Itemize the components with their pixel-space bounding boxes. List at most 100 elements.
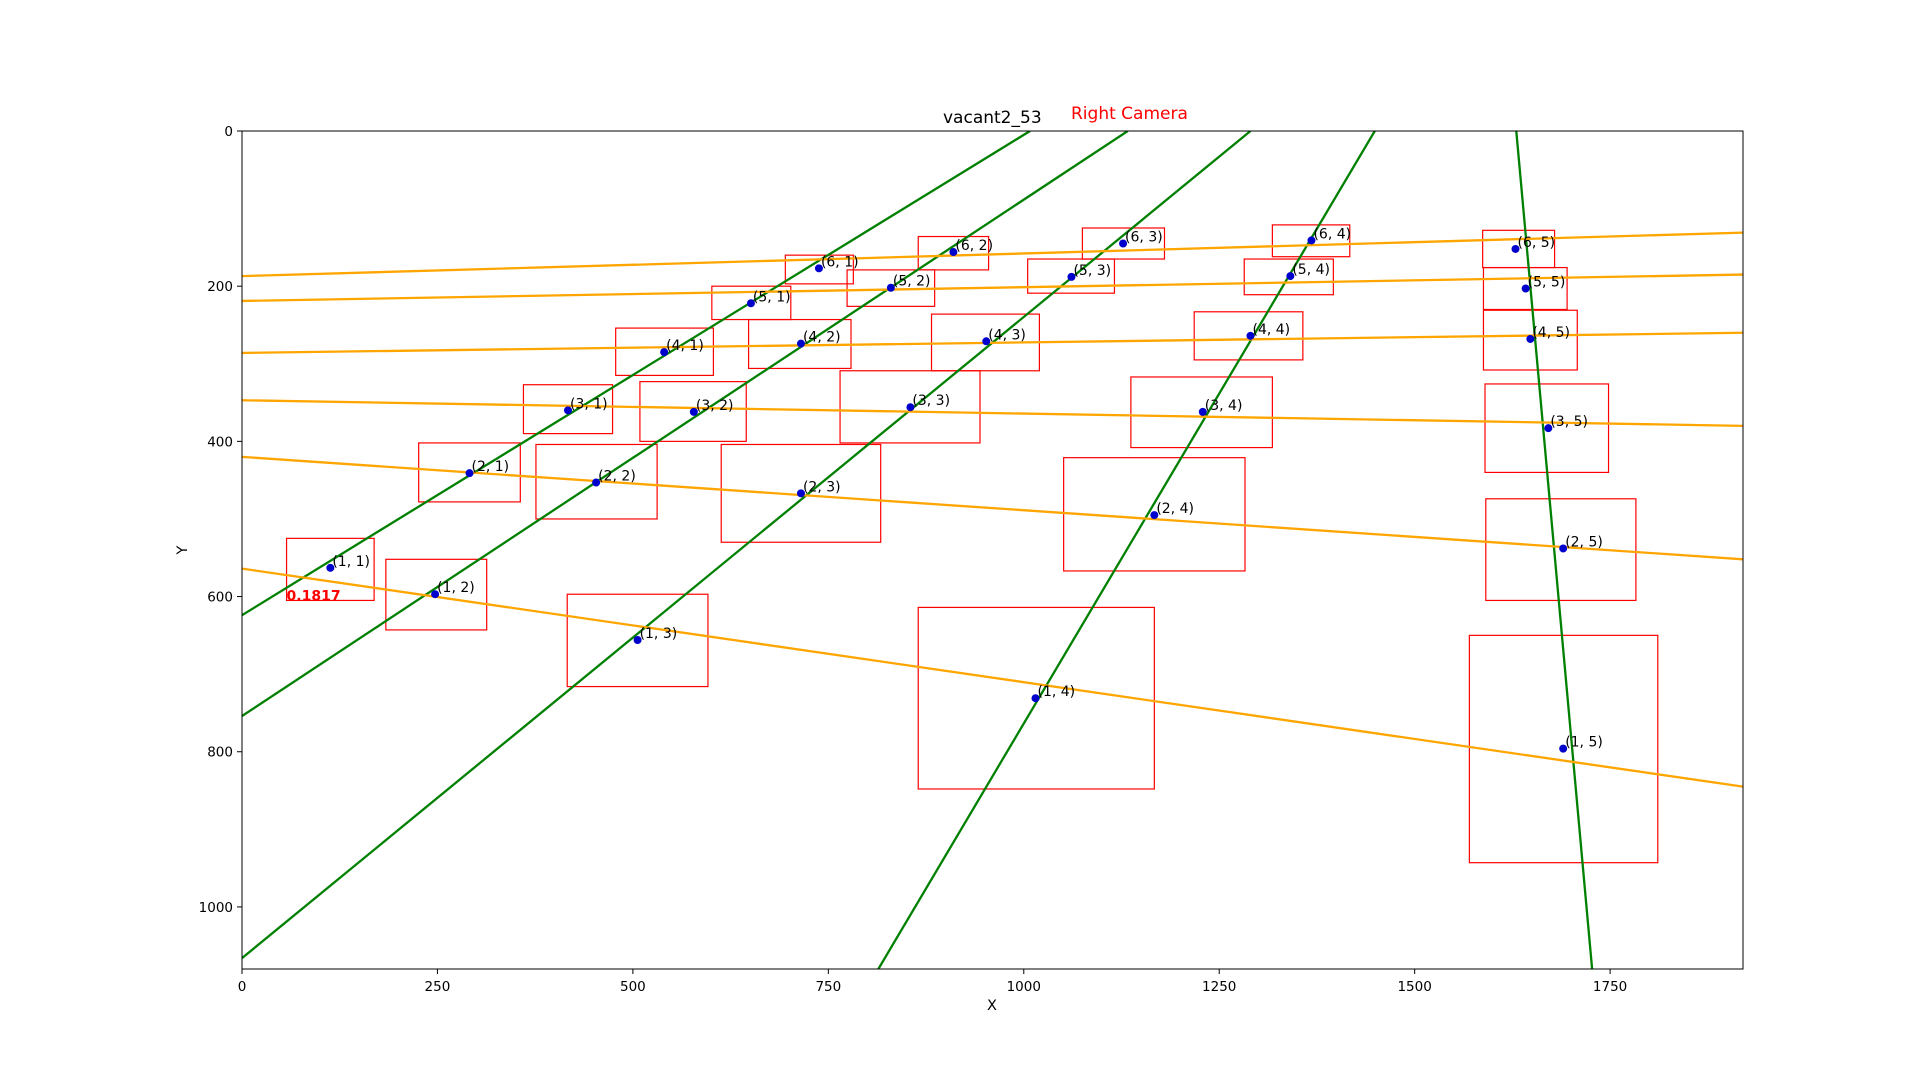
keypoint-label: (2, 1) bbox=[471, 459, 509, 475]
y-tick-label: 800 bbox=[207, 745, 233, 761]
keypoint-label: (1, 2) bbox=[437, 580, 475, 596]
keypoint-label: (5, 4) bbox=[1292, 262, 1330, 278]
bounding-box bbox=[418, 442, 521, 503]
keypoint-marker bbox=[796, 489, 805, 498]
keypoint-marker bbox=[814, 264, 823, 273]
keypoint-label: (3, 4) bbox=[1205, 398, 1243, 414]
bounding-box bbox=[522, 384, 614, 435]
x-tick-label: 750 bbox=[815, 979, 841, 995]
keypoint-marker bbox=[1031, 694, 1040, 703]
keypoint-label: (5, 1) bbox=[753, 289, 791, 305]
bounding-box bbox=[1482, 229, 1556, 269]
keypoint-marker bbox=[1526, 334, 1535, 343]
keypoint-label: (6, 2) bbox=[955, 238, 993, 254]
bounding-box bbox=[1027, 258, 1116, 294]
keypoint-marker bbox=[1067, 272, 1076, 281]
keypoint-marker bbox=[1559, 744, 1568, 753]
keypoint-marker bbox=[633, 636, 642, 645]
keypoint-label: (6, 5) bbox=[1518, 235, 1556, 251]
keypoint-marker bbox=[1521, 284, 1530, 293]
keypoint-marker bbox=[886, 283, 895, 292]
keypoint-label: (3, 3) bbox=[912, 393, 950, 409]
bounding-box bbox=[1468, 634, 1659, 864]
bounding-boxes bbox=[285, 224, 1659, 864]
row-line bbox=[242, 273, 1743, 303]
row-line bbox=[242, 399, 1743, 428]
bounding-box bbox=[1243, 258, 1334, 296]
keypoint-label: (2, 3) bbox=[803, 479, 841, 495]
x-tick-label: 1750 bbox=[1593, 979, 1627, 995]
keypoint-label: (2, 4) bbox=[1156, 501, 1194, 517]
bounding-box bbox=[639, 381, 747, 442]
bounding-box bbox=[1081, 227, 1166, 260]
bounding-box bbox=[720, 443, 882, 543]
keypoint-label: (5, 2) bbox=[893, 274, 931, 290]
x-tick-label: 250 bbox=[425, 979, 451, 995]
bounding-box bbox=[285, 537, 375, 602]
plot-area: (1, 1) (1, 2) (1, 3) (1, 4) (1, 5) (2, 1) (2, … bbox=[242, 131, 1743, 969]
bounding-box bbox=[1063, 457, 1246, 572]
point-labels: (1, 1) (1, 2) (1, 3) (1, 4) (1, 5) (2, 1) (2, … bbox=[332, 226, 1602, 750]
y-tick-label: 400 bbox=[207, 434, 233, 450]
y-tick-label: 600 bbox=[207, 590, 233, 606]
bounding-box bbox=[385, 558, 488, 631]
bounding-box bbox=[839, 370, 981, 444]
keypoint-marker bbox=[746, 299, 755, 308]
keypoint-marker bbox=[1150, 511, 1159, 520]
keypoint-marker bbox=[1544, 424, 1553, 433]
bounding-box bbox=[711, 285, 792, 321]
bounding-box bbox=[1271, 224, 1351, 258]
column-line bbox=[242, 131, 1129, 718]
bounding-box bbox=[784, 254, 854, 285]
keypoint-label: (3, 2) bbox=[696, 398, 734, 414]
keypoint-marker bbox=[563, 406, 572, 415]
column-line bbox=[1515, 131, 1594, 969]
keypoint-label: (1, 3) bbox=[640, 626, 678, 642]
keypoint-marker bbox=[796, 339, 805, 348]
score-label: 0.1817 bbox=[287, 588, 341, 604]
keypoint-label: (2, 5) bbox=[1565, 534, 1603, 550]
x-tick-label: 1500 bbox=[1397, 979, 1431, 995]
chart-title: vacant2_53 bbox=[943, 108, 1042, 128]
row-lines bbox=[242, 231, 1743, 788]
keypoint-marker bbox=[982, 337, 991, 346]
bounding-box bbox=[917, 235, 990, 271]
keypoint-marker bbox=[592, 478, 601, 487]
row-line bbox=[242, 567, 1743, 788]
keypoint-marker bbox=[1119, 239, 1128, 248]
x-tick-label: 1250 bbox=[1202, 979, 1236, 995]
keypoint-marker bbox=[431, 590, 440, 599]
keypoint-label: (3, 5) bbox=[1550, 414, 1588, 430]
y-axis-label: Y bbox=[175, 545, 191, 555]
y-axis-ticks: 0 200 400 600 800 1000 bbox=[199, 124, 242, 916]
bounding-box bbox=[615, 327, 715, 377]
x-tick-label: 500 bbox=[620, 979, 646, 995]
keypoint-marker bbox=[689, 407, 698, 416]
bounding-box bbox=[566, 593, 709, 688]
keypoint-marker bbox=[949, 248, 958, 257]
keypoint-label: (6, 1) bbox=[821, 254, 859, 270]
keypoint-label: (4, 4) bbox=[1252, 322, 1290, 338]
keypoint-label: (6, 3) bbox=[1125, 230, 1163, 246]
bounding-box bbox=[535, 443, 658, 520]
keypoint-marker bbox=[1511, 244, 1520, 253]
bounding-box bbox=[1485, 498, 1637, 602]
keypoint-label: (2, 2) bbox=[598, 468, 636, 484]
bounding-box bbox=[1193, 311, 1304, 361]
bounding-box bbox=[917, 606, 1155, 790]
x-axis-ticks: 0 250 500 750 1000 1250 1500 1750 bbox=[238, 969, 1627, 995]
bounding-box bbox=[1130, 376, 1273, 449]
keypoint-marker bbox=[1307, 236, 1316, 245]
row-line bbox=[242, 455, 1743, 561]
column-line bbox=[242, 131, 1031, 617]
camera-label: Right Camera bbox=[1071, 104, 1188, 124]
keypoint-label: (4, 5) bbox=[1532, 325, 1570, 341]
keypoint-label: (4, 3) bbox=[988, 327, 1026, 343]
keypoints bbox=[326, 236, 1568, 753]
row-line bbox=[242, 331, 1743, 355]
keypoint-marker bbox=[906, 403, 915, 412]
keypoint-label: (3, 1) bbox=[570, 396, 608, 412]
x-tick-label: 1000 bbox=[1007, 979, 1041, 995]
column-lines bbox=[242, 131, 1594, 969]
keypoint-label: (1, 4) bbox=[1037, 684, 1075, 700]
